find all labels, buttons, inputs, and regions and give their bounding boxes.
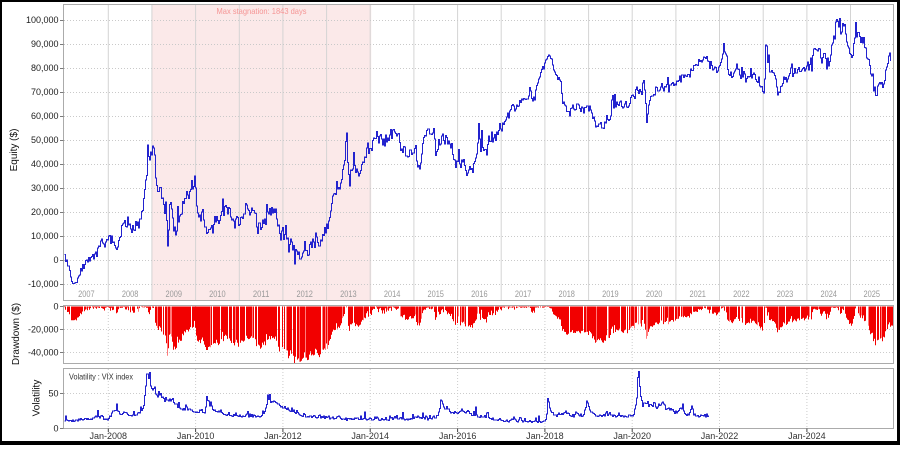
- svg-text:90,000: 90,000: [31, 39, 59, 49]
- svg-text:2011: 2011: [253, 289, 270, 300]
- svg-text:-20,000: -20,000: [28, 325, 59, 335]
- svg-text:2007: 2007: [78, 289, 95, 300]
- svg-text:Jan-2018: Jan-2018: [526, 431, 564, 441]
- svg-text:0: 0: [53, 255, 58, 265]
- svg-text:70,000: 70,000: [31, 87, 59, 97]
- svg-text:30,000: 30,000: [31, 183, 59, 193]
- svg-text:2012: 2012: [296, 289, 313, 300]
- svg-text:2024: 2024: [820, 289, 837, 300]
- svg-text:Drawdown ($): Drawdown ($): [11, 303, 22, 365]
- svg-text:-40,000: -40,000: [28, 348, 59, 358]
- svg-text:Volatility: Volatility: [32, 380, 43, 417]
- svg-text:2025: 2025: [864, 289, 881, 300]
- svg-text:80,000: 80,000: [31, 63, 59, 73]
- svg-text:50,000: 50,000: [31, 135, 59, 145]
- svg-text:Jan-2008: Jan-2008: [90, 431, 128, 441]
- svg-text:2015: 2015: [427, 289, 444, 300]
- svg-text:Equity ($): Equity ($): [9, 129, 20, 172]
- svg-text:Jan-2024: Jan-2024: [788, 431, 826, 441]
- svg-text:Jan-2014: Jan-2014: [351, 431, 389, 441]
- svg-text:2023: 2023: [777, 289, 794, 300]
- svg-text:2008: 2008: [122, 289, 139, 300]
- svg-text:20,000: 20,000: [31, 207, 59, 217]
- svg-text:10,000: 10,000: [31, 231, 59, 241]
- svg-text:2014: 2014: [384, 289, 401, 300]
- svg-text:2016: 2016: [471, 289, 488, 300]
- svg-text:Jan-2016: Jan-2016: [439, 431, 477, 441]
- svg-text:2019: 2019: [602, 289, 619, 300]
- svg-text:-10,000: -10,000: [28, 279, 59, 289]
- svg-text:Max stagnation: 1843 days: Max stagnation: 1843 days: [217, 6, 307, 16]
- svg-text:2021: 2021: [689, 289, 706, 300]
- svg-text:2010: 2010: [209, 289, 226, 300]
- svg-text:40,000: 40,000: [31, 159, 59, 169]
- svg-text:0: 0: [53, 302, 58, 312]
- svg-text:Jan-2010: Jan-2010: [177, 431, 215, 441]
- svg-text:Volatility : VIX index: Volatility : VIX index: [69, 372, 134, 382]
- svg-text:2013: 2013: [340, 289, 357, 300]
- svg-text:Jan-2012: Jan-2012: [264, 431, 302, 441]
- svg-text:60,000: 60,000: [31, 111, 59, 121]
- svg-text:Jan-2022: Jan-2022: [701, 431, 739, 441]
- svg-text:Jan-2020: Jan-2020: [613, 431, 651, 441]
- svg-text:100,000: 100,000: [26, 15, 59, 25]
- svg-text:50: 50: [48, 389, 58, 399]
- svg-text:2020: 2020: [646, 289, 663, 300]
- svg-text:2009: 2009: [166, 289, 183, 300]
- svg-text:2017: 2017: [515, 289, 532, 300]
- svg-text:0: 0: [53, 424, 58, 434]
- svg-text:2022: 2022: [733, 289, 750, 300]
- svg-text:2018: 2018: [558, 289, 575, 300]
